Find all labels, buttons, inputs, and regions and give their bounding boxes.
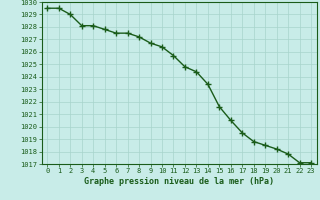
X-axis label: Graphe pression niveau de la mer (hPa): Graphe pression niveau de la mer (hPa)	[84, 177, 274, 186]
